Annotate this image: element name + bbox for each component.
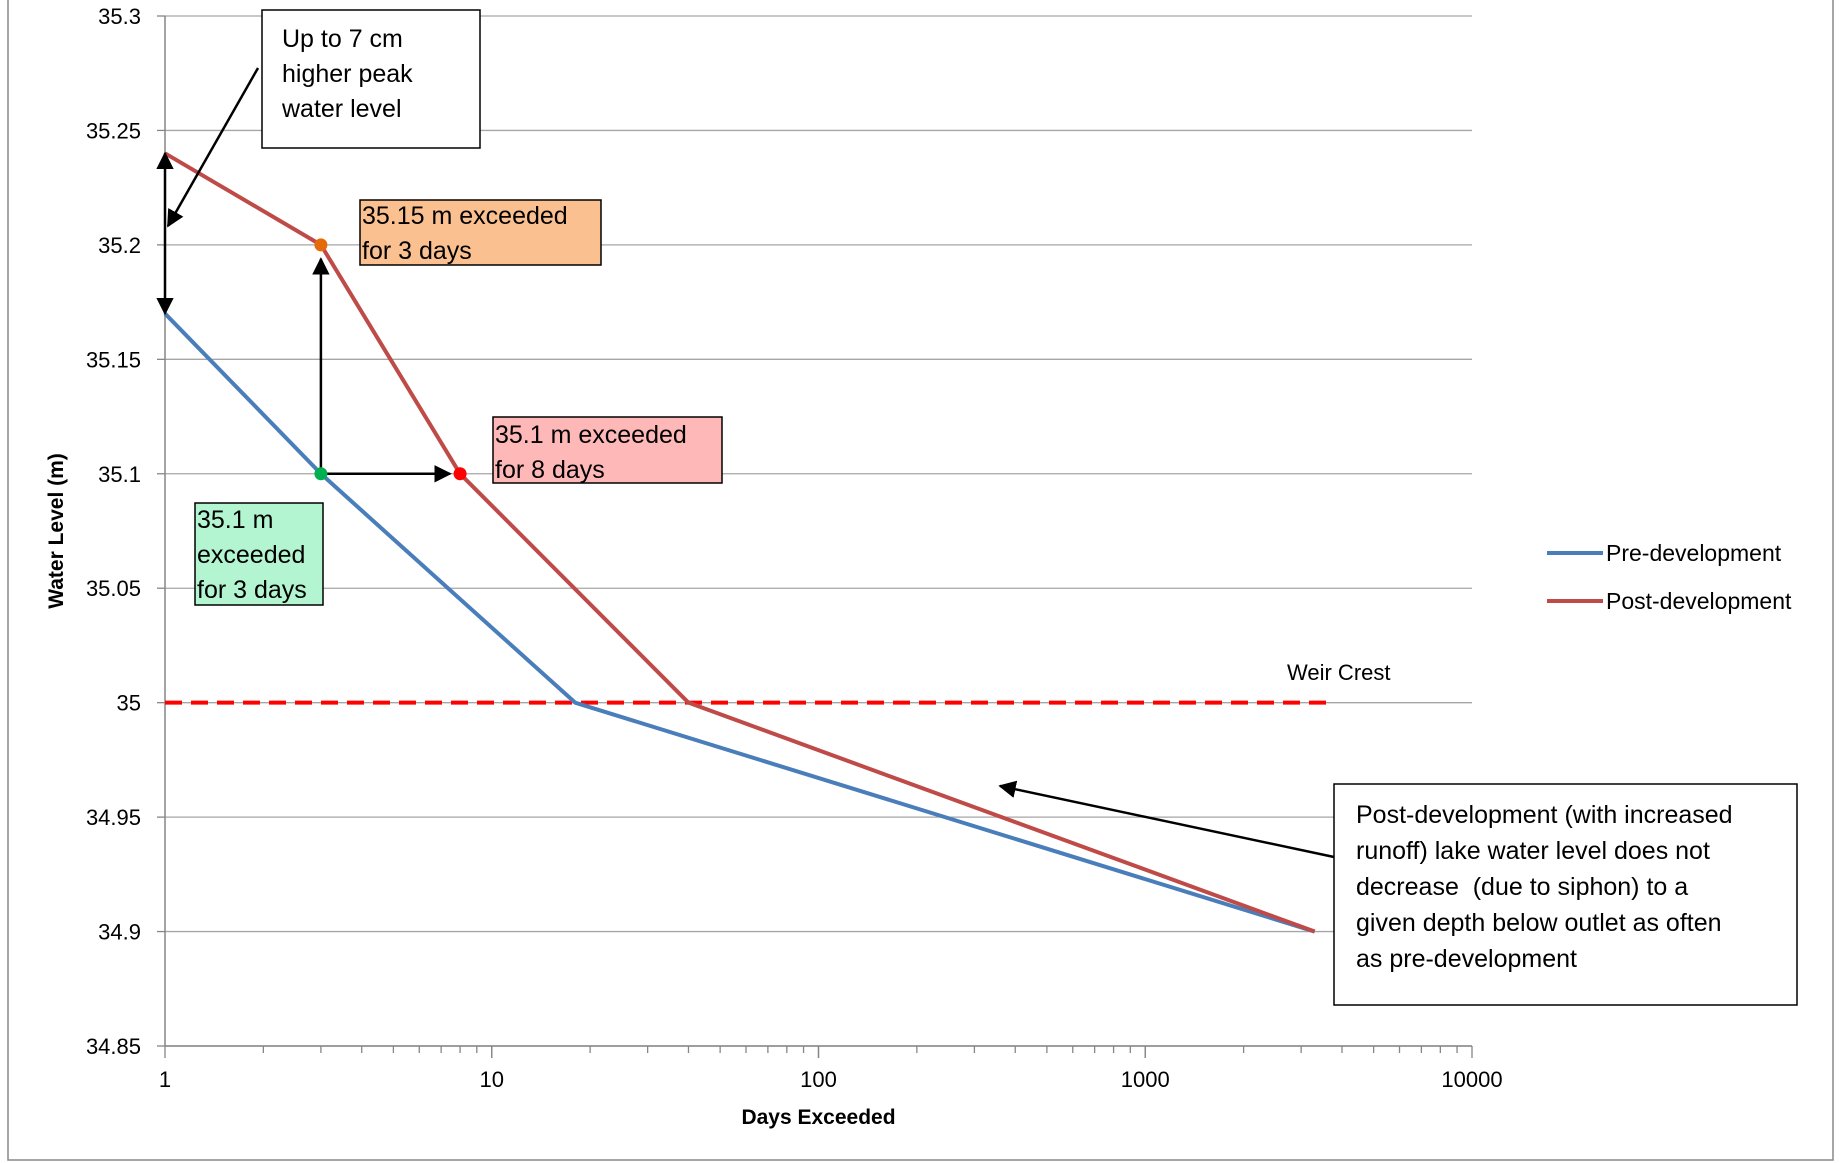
highlight-marker [314, 467, 328, 481]
annotation-text-line: 35.15 m exceeded [362, 202, 568, 230]
y-tick-label: 35 [117, 691, 141, 716]
annotation-box-pre-31 [194, 502, 324, 606]
weir-crest-group: Weir Crest [165, 660, 1391, 705]
series-line-pre-development [163, 312, 1316, 934]
annotation-box-siphon [1333, 783, 1798, 1006]
highlight-marker [314, 238, 328, 252]
annotation-box-peak [261, 9, 481, 149]
annotation-text-line: for 3 days [362, 237, 472, 265]
y-tick-label: 35.3 [98, 4, 141, 29]
y-tick-label: 34.85 [86, 1034, 141, 1059]
legend-label: Post-development [1606, 588, 1792, 614]
annotation-text-line: exceeded [197, 541, 305, 569]
annotation-text-line: Up to 7 cm [282, 25, 403, 53]
x-tick-label: 10000 [1441, 1067, 1502, 1092]
y-tick-label: 35.1 [98, 462, 141, 487]
y-tick-label: 35.25 [86, 118, 141, 143]
highlight-markers [314, 238, 467, 481]
y-tick-label: 34.9 [98, 920, 141, 945]
chart-border [7, 0, 1834, 1161]
annotation-text-line: as pre-development [1356, 945, 1577, 973]
highlight-marker [453, 467, 467, 481]
y-tick-labels: 34.85 34.9 34.95 35 35.05 35.1 35.15 35.2 35.25 3… [86, 4, 141, 1059]
annotation-text-line: water level [281, 95, 402, 123]
gridlines [165, 15, 1472, 1047]
annotation-boxes: Up to 7 cm higher peak water level 35.15 m … [194, 9, 1798, 1006]
y-tick-label: 35.15 [86, 347, 141, 372]
legend-label: Pre-development [1606, 540, 1782, 566]
annotation-text-line: for 3 days [197, 576, 307, 604]
annotation-arrows [156, 67, 1335, 859]
y-tick-label: 35.05 [86, 576, 141, 601]
annotation-text-line: Post-development (with increased [1356, 801, 1733, 829]
annotation-text-line: decrease (due to siphon) to a [1356, 873, 1688, 901]
series-lines [163, 151, 1316, 934]
annotation-text-line: given depth below outlet as often [1356, 909, 1722, 937]
annotation-box-post-31 [492, 416, 723, 484]
annotation-text-line: for 8 days [495, 456, 605, 484]
x-tick-label: 100 [800, 1067, 837, 1092]
annotation-text-line: runoff) lake water level does not [1356, 837, 1710, 865]
annotation-text-line: 35.1 m exceeded [495, 421, 687, 449]
annotation-text-line: 35.1 m [197, 506, 273, 534]
weir-crest-label: Weir Crest [1287, 660, 1391, 685]
y-axis-title: Water Level (m) [45, 453, 68, 609]
legend: Pre-development Post-development [1547, 540, 1792, 614]
axes [157, 15, 1473, 1058]
y-tick-label: 34.95 [86, 805, 141, 830]
x-tick-label: 1 [159, 1067, 171, 1092]
peak-callout-arrow [166, 67, 260, 228]
annotation-text-line: higher peak [282, 60, 413, 88]
x-axis-title: Days Exceeded [741, 1106, 895, 1129]
y-tick-label: 35.2 [98, 233, 141, 258]
siphon-callout-arrow [998, 780, 1335, 859]
x-tick-labels: 1 10 100 1000 10000 [159, 1067, 1503, 1092]
x-tick-label: 1000 [1121, 1067, 1170, 1092]
series-line-post-development [163, 151, 1316, 934]
annotation-box-post-315 [359, 199, 602, 266]
x-tick-label: 10 [480, 1067, 504, 1092]
